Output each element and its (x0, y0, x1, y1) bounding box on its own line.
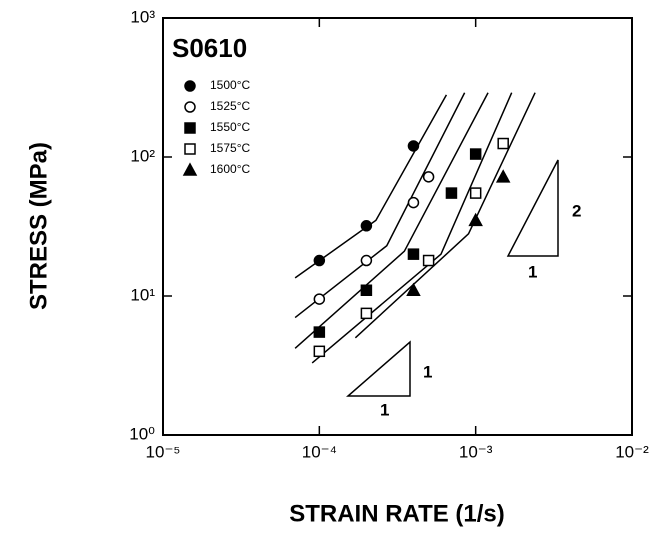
slope-triangle (506, 159, 559, 257)
point (445, 187, 458, 199)
fit-line (354, 92, 536, 339)
point (360, 254, 373, 267)
slope-triangle (345, 340, 411, 397)
legend-marker (184, 122, 196, 134)
point (360, 220, 373, 232)
point (495, 169, 511, 183)
y-tick-label: 10³ (130, 7, 155, 26)
legend-marker (184, 101, 196, 113)
y-tick-label: 10⁰ (129, 424, 155, 443)
point (497, 137, 509, 150)
fit-line (294, 92, 466, 319)
point (360, 307, 373, 320)
point (360, 284, 373, 296)
point (422, 254, 435, 267)
fit-line (294, 92, 489, 349)
x-tick-label: 10⁻⁴ (302, 442, 337, 461)
annotation: 1 (423, 362, 432, 381)
annotation: 1 (528, 262, 537, 281)
x-axis-label: STRAIN RATE (1/s) (289, 500, 505, 527)
point (407, 248, 420, 260)
x-tick-label: 10⁻⁵ (146, 442, 181, 461)
point (422, 171, 435, 183)
legend-marker (184, 143, 196, 155)
annotation: 1 (380, 400, 389, 419)
legend-label: 1525°C (210, 99, 250, 113)
point (313, 293, 326, 305)
point (406, 282, 421, 296)
y-tick-label: 10¹ (130, 285, 155, 304)
legend-label: 1500°C (210, 78, 250, 92)
point (469, 148, 482, 160)
point (468, 212, 483, 227)
x-tick-label: 10⁻² (615, 442, 649, 461)
point (407, 196, 420, 209)
legend-marker (182, 162, 198, 176)
fit-line (311, 92, 513, 364)
legend-marker (184, 80, 196, 92)
chart-title: S0610 (172, 33, 247, 63)
y-tick-label: 10² (130, 146, 155, 165)
fit-line (294, 94, 448, 279)
point (469, 187, 482, 199)
legend-label: 1575°C (210, 141, 250, 155)
x-tick-label: 10⁻³ (459, 442, 493, 461)
plot-frame (162, 17, 633, 436)
annotation: 2 (572, 201, 581, 220)
point (313, 345, 326, 358)
point (407, 140, 420, 152)
point (313, 326, 326, 338)
y-axis-label: STRESS (MPa) (25, 142, 52, 310)
legend-label: 1600°C (210, 162, 250, 176)
point (313, 254, 326, 267)
legend-label: 1550°C (210, 120, 250, 134)
